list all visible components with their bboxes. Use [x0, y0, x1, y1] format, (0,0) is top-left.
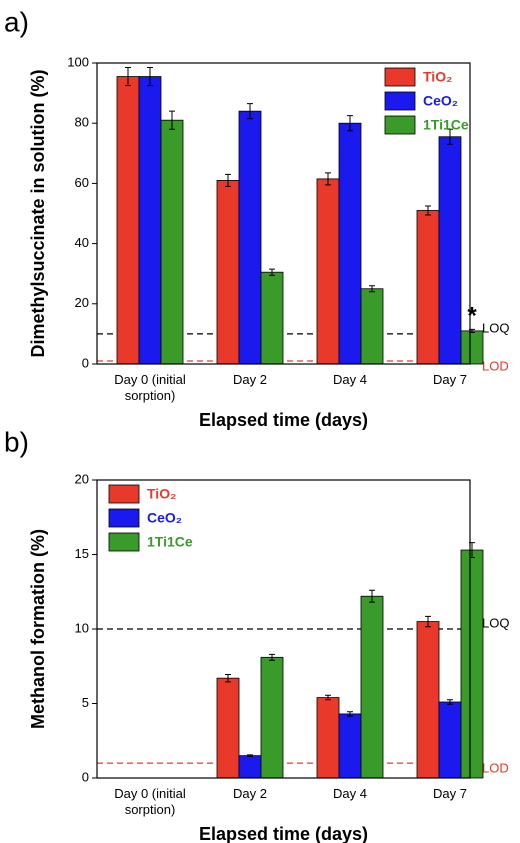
- error-bar: [369, 285, 375, 293]
- error-bar: [169, 110, 175, 130]
- legend-label: CeO₂: [147, 510, 182, 526]
- y-tick-label: 80: [75, 115, 89, 130]
- plot-frame: [96, 479, 471, 779]
- error-bar: [425, 205, 431, 216]
- threshold-label: LOQ: [482, 615, 509, 630]
- y-tick-label: 60: [75, 175, 89, 190]
- error-bar: [225, 173, 231, 187]
- x-tick-frame: Day 2: [233, 786, 267, 801]
- legend-swatch: [108, 508, 140, 528]
- bar: [438, 136, 462, 365]
- x-tick-label: Day 0 (initial sorption): [114, 372, 186, 403]
- y-tick-label: 100: [67, 54, 89, 69]
- annotation: *: [467, 303, 477, 330]
- error-bar: [347, 115, 353, 132]
- bar: [416, 621, 440, 779]
- x-tick-label: Day 4: [333, 372, 367, 387]
- legend-label: TiO₂: [423, 69, 452, 85]
- bar: [260, 656, 284, 779]
- panel-label: a): [4, 6, 29, 37]
- x-tick-frame: Day 2: [233, 372, 267, 387]
- x-tick-label: Day 7: [433, 372, 467, 387]
- threshold-label: LOD: [482, 358, 509, 373]
- y-tick-label: 0: [82, 355, 89, 370]
- legend-swatch: [384, 67, 416, 87]
- error-bar: [147, 67, 153, 87]
- bar: [460, 330, 484, 365]
- legend-label: CeO₂: [423, 93, 458, 109]
- bar: [460, 549, 484, 779]
- error-bar: [225, 673, 231, 683]
- x-tick-label: Day 7: [433, 786, 467, 801]
- x-axis-title: Elapsed time (days): [199, 410, 368, 430]
- y-tick-label: 40: [75, 235, 89, 250]
- panel-label: b): [4, 426, 29, 457]
- error-bar: [369, 589, 375, 603]
- threshold-label: LOQ: [482, 320, 509, 335]
- y-axis-title: Dimethylsuccinate in solution (%): [28, 69, 48, 357]
- y-tick-label: 20: [75, 295, 89, 310]
- bar: [238, 110, 262, 365]
- x-tick-frame: Day 0 (initial sorption): [114, 786, 186, 817]
- bar: [138, 76, 162, 365]
- bar: [316, 697, 340, 779]
- bar: [216, 677, 240, 779]
- error-bar: [269, 268, 275, 276]
- error-bar: [325, 694, 331, 701]
- bar: [360, 288, 384, 365]
- legend-swatch: [108, 532, 140, 552]
- bar: [360, 595, 384, 779]
- x-axis-title: Elapsed time (days): [199, 824, 368, 843]
- bar: [160, 119, 184, 365]
- legend-swatch: [108, 484, 140, 504]
- bar: [338, 122, 362, 365]
- bar: [260, 271, 284, 365]
- y-tick-label: 15: [75, 546, 89, 561]
- x-tick-frame: Day 7: [433, 372, 467, 387]
- bar: [216, 179, 240, 365]
- bar: [338, 713, 362, 779]
- error-bar: [447, 128, 453, 145]
- legend-swatch: [384, 115, 416, 135]
- bar: [316, 178, 340, 365]
- error-bar: [447, 699, 453, 705]
- legend-swatch: [384, 91, 416, 111]
- legend-label: 1Ti1Ce: [147, 534, 193, 550]
- legend-label: 1Ti1Ce: [423, 117, 469, 133]
- bar: [416, 210, 440, 365]
- y-tick-label: 0: [82, 769, 89, 784]
- bar: [116, 76, 140, 365]
- bar: [438, 701, 462, 779]
- x-tick-frame: Day 7: [433, 786, 467, 801]
- y-tick-label: 10: [75, 620, 89, 635]
- error-bar: [247, 754, 253, 757]
- y-tick-label: 5: [82, 695, 89, 710]
- error-bar: [125, 67, 131, 87]
- bar: [238, 755, 262, 779]
- error-bar: [347, 711, 353, 717]
- error-bar: [247, 103, 253, 120]
- y-tick-label: 20: [75, 471, 89, 486]
- x-tick-label: Day 4: [333, 786, 367, 801]
- error-bar: [325, 172, 331, 186]
- threshold-label: LOD: [482, 761, 509, 776]
- x-tick-label: Day 2: [233, 372, 267, 387]
- error-bar: [269, 653, 275, 661]
- x-tick-frame: Day 0 (initial sorption): [114, 372, 186, 403]
- x-tick-frame: Day 4: [333, 372, 367, 387]
- x-tick-label: Day 2: [233, 786, 267, 801]
- legend-label: TiO₂: [147, 486, 176, 502]
- error-bar: [425, 615, 431, 628]
- x-tick-label: Day 0 (initial sorption): [114, 786, 186, 817]
- x-tick-frame: Day 4: [333, 786, 367, 801]
- y-axis-title: Methanol formation (%): [28, 529, 48, 729]
- plot-frame: [96, 62, 471, 365]
